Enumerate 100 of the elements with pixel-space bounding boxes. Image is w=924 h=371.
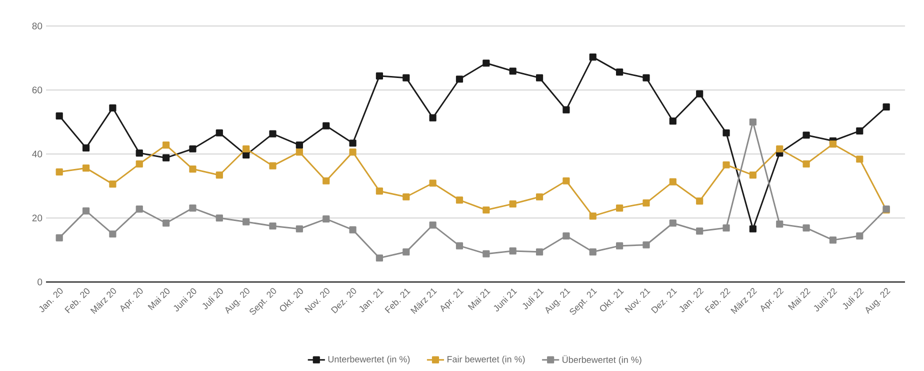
point [429,114,436,122]
point [242,145,250,152]
point [456,76,464,83]
point [616,204,624,212]
point [589,248,596,256]
point [696,197,704,205]
point [189,145,196,152]
point [109,230,116,238]
point [562,232,570,240]
point [802,132,810,139]
point [296,225,303,232]
point [456,242,464,250]
point [349,226,356,234]
point [829,236,837,244]
point [696,90,704,98]
point [509,200,516,208]
x-tick-label: Jan. 20 [39,288,63,312]
x-tick-label: Juli 21 [522,288,544,310]
x-tick-label: Mai 21 [468,288,490,310]
x-tick-label: Feb. 20 [64,288,90,314]
x-tick-label: Jan. 22 [679,288,704,312]
point [82,144,90,152]
point [456,196,464,204]
x-tick-label: Apr. 21 [440,288,464,312]
point [749,225,756,232]
legend-label: Fair bewertet (in %) [448,356,525,364]
point [829,140,837,148]
x-tick-label: Jan. 21 [359,288,384,312]
point [562,106,570,114]
point [642,74,650,82]
y-tick-label: 0 [38,278,42,286]
x-tick-label: Juli 22 [842,288,864,310]
point [56,168,63,176]
point [482,250,490,258]
point [536,74,544,82]
point [536,193,544,200]
point [669,117,676,125]
legend-label: Unterbewertet (in %) [328,356,410,364]
point [402,193,410,200]
point [776,220,784,228]
point [482,206,490,214]
point [82,207,90,214]
point [509,68,516,75]
point [349,148,356,156]
point [82,164,90,172]
point [296,141,303,149]
point [562,177,570,184]
point [349,140,356,147]
point [269,130,276,138]
point [136,160,143,168]
point [429,221,436,229]
point [802,224,810,232]
point [189,204,196,212]
y-tick-label: 20 [32,214,42,222]
point [162,154,170,162]
point [669,178,676,186]
x-tick-label: Okt. 20 [280,288,303,312]
x-tick-label: Juli 20 [202,288,223,310]
point [242,218,250,226]
point [216,214,223,222]
point [402,248,410,256]
x-tick-label: Mai 20 [148,288,170,310]
y-tick-label: 80 [32,22,42,30]
point [749,172,756,179]
point [482,60,490,67]
point [109,180,116,188]
point [856,232,864,240]
point [56,234,63,242]
x-tick-label: Feb. 21 [384,288,410,314]
point [402,74,410,82]
x-tick-label: Aug. 21 [546,288,570,314]
y-tick-label: 40 [32,150,42,158]
point [749,118,756,126]
point [722,129,730,136]
point [322,122,330,130]
point [589,53,596,61]
x-tick-label: Mai 22 [788,288,811,310]
x-tick-label: Dez. 21 [650,288,678,314]
x-tick-label: Feb. 22 [704,288,731,314]
point [696,228,704,235]
point [376,254,384,262]
point [269,162,276,170]
point [162,220,170,227]
point [162,141,170,149]
point [429,180,436,187]
point [722,224,730,232]
point [216,172,223,179]
x-tick-label: Aug. 22 [866,288,890,314]
point [669,220,676,227]
x-tick-label: Nov. 20 [304,288,330,313]
point [856,156,864,163]
x-tick-label: Okt. 21 [600,288,624,312]
x-tick-label: Nov. 21 [624,288,650,313]
point [882,103,890,111]
point [722,161,730,168]
point [376,188,384,195]
legend-label: Überbewertet (in %) [562,355,642,365]
point [136,205,143,213]
point [109,104,116,112]
point [322,177,330,184]
